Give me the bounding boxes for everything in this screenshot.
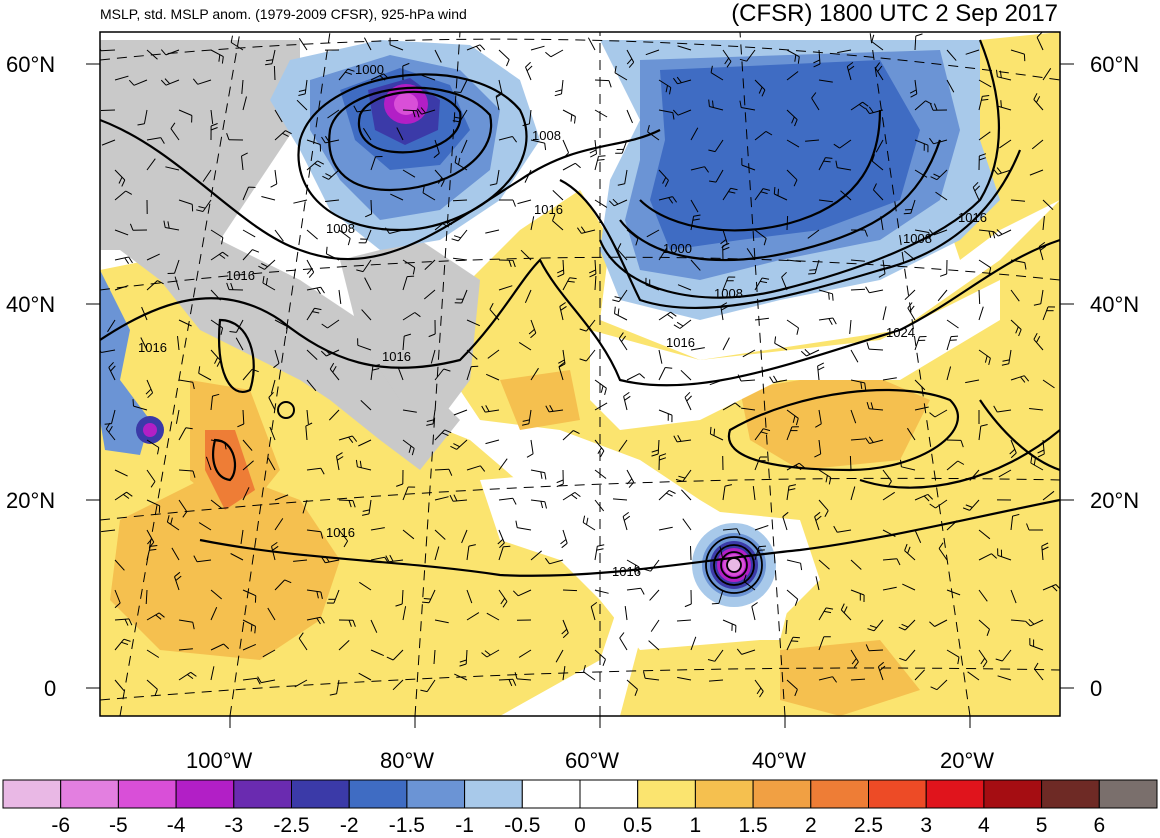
colorbar-label: 0 — [574, 814, 586, 838]
colorbar-swatch — [638, 780, 696, 808]
wind-barb-feather — [1001, 100, 1002, 107]
colorbar-swatch — [1099, 780, 1157, 808]
colorbar-label: 5 — [1036, 814, 1048, 838]
colorbar-label: 4 — [978, 814, 990, 838]
wind-barb-feather — [951, 336, 958, 337]
contour-label: 1016 — [666, 335, 695, 350]
weather-map: 1000 1008 1008 1016 1016 1016 1000 1008 … — [0, 0, 1160, 770]
colorbar-swatch — [522, 780, 580, 808]
contour-label: 1008 — [326, 221, 355, 236]
colorbar-swatch — [61, 780, 119, 808]
wind-barb — [371, 200, 372, 214]
contour-label: 1016 — [138, 340, 167, 355]
colorbar-label: 0.5 — [623, 814, 652, 838]
wind-barb — [435, 469, 449, 470]
wind-barb — [979, 290, 980, 304]
colorbar-label: 6 — [1093, 814, 1105, 838]
contour-label: 1008 — [903, 231, 932, 246]
colorbar-swatch — [3, 780, 61, 808]
wind-barb — [691, 546, 692, 560]
wind-barb-feather — [424, 599, 431, 600]
hudson-low-center — [394, 93, 418, 115]
wind-barb-feather — [809, 270, 816, 271]
colorbar-label: 2.5 — [854, 814, 883, 838]
wind-barb — [274, 66, 275, 80]
wind-barb-feather — [712, 603, 719, 604]
wind-barb-feather — [778, 189, 779, 196]
wind-barb-feather — [759, 546, 766, 547]
wind-barb-feather — [105, 424, 112, 425]
colorbar-label: 2 — [805, 814, 817, 838]
wind-barb-feather — [710, 427, 711, 434]
pacific-low-center — [143, 423, 157, 437]
wind-barb-feather — [829, 293, 830, 300]
colorbar-label: -1 — [455, 814, 474, 838]
wind-barb-feather — [255, 626, 256, 633]
colorbar-swatch — [234, 780, 292, 808]
contour-label: 1008 — [714, 286, 743, 301]
colorbar-label: 3 — [920, 814, 932, 838]
colorbar-label: -2.5 — [273, 814, 309, 838]
wind-barb-feather — [326, 247, 327, 254]
wind-barb — [101, 110, 115, 111]
colorbar-label: -6 — [51, 814, 70, 838]
contour-label: 1016 — [226, 268, 255, 283]
contour-label: 1000 — [355, 62, 384, 77]
colorbar-label: 1 — [690, 814, 702, 838]
wind-barb-feather — [758, 550, 765, 551]
contour-label: 1016 — [534, 202, 563, 217]
colorbar-swatch — [465, 780, 523, 808]
colorbar-swatch — [407, 780, 465, 808]
colorbar-label: -2 — [340, 814, 359, 838]
wind-barb-feather — [997, 99, 998, 106]
colorbar-swatch — [1042, 780, 1100, 808]
wind-barb — [563, 590, 577, 591]
wind-barb-feather — [833, 294, 834, 301]
wind-barb-feather — [422, 602, 429, 603]
colorbar-swatch — [869, 780, 927, 808]
wind-barb-feather — [793, 637, 800, 638]
colorbar-label: -3 — [224, 814, 243, 838]
colorbar-swatch — [118, 780, 176, 808]
contour-label: 1016 — [958, 210, 987, 225]
irma-center — [728, 559, 740, 571]
colorbar-swatch — [349, 780, 407, 808]
colorbar-swatch — [176, 780, 234, 808]
wind-barb-feather — [950, 340, 957, 341]
wind-barb-feather — [791, 641, 798, 642]
colorbar-label: -4 — [167, 814, 186, 838]
colorbar-swatch — [695, 780, 753, 808]
wind-barb — [339, 500, 353, 501]
colorbar-label: 1.5 — [738, 814, 767, 838]
wind-barb-feather — [133, 399, 134, 406]
wind-barb-feather — [709, 100, 710, 107]
wind-barb — [850, 456, 851, 470]
wind-barb-feather — [599, 156, 606, 157]
colorbar-swatch — [926, 780, 984, 808]
wind-barb-feather — [454, 92, 461, 93]
colorbar-swatch — [811, 780, 869, 808]
wind-barb-feather — [251, 625, 252, 632]
wind-barb-feather — [808, 274, 815, 275]
colorbar-swatch — [753, 780, 811, 808]
wind-barb — [595, 80, 609, 81]
contour-label: 1016 — [382, 349, 411, 364]
wind-barb-feather — [774, 187, 775, 194]
colorbar-label: -0.5 — [504, 814, 540, 838]
colorbar-swatch — [580, 780, 638, 808]
wind-barb — [787, 216, 788, 230]
wind-barb-feather — [665, 368, 672, 369]
contour-label: 1016 — [612, 564, 641, 579]
colorbar-swatch — [984, 780, 1042, 808]
colorbar-label: -1.5 — [389, 814, 425, 838]
wind-barb-feather — [407, 276, 414, 277]
colorbar — [0, 778, 1160, 814]
contour-label: 1024 — [886, 325, 915, 340]
contour-label: 1000 — [663, 241, 692, 256]
wind-barb — [499, 679, 513, 680]
wind-barb — [403, 110, 417, 111]
colorbar-swatch — [292, 780, 350, 808]
wind-barb-feather — [714, 429, 715, 436]
colorbar-label: -5 — [109, 814, 128, 838]
